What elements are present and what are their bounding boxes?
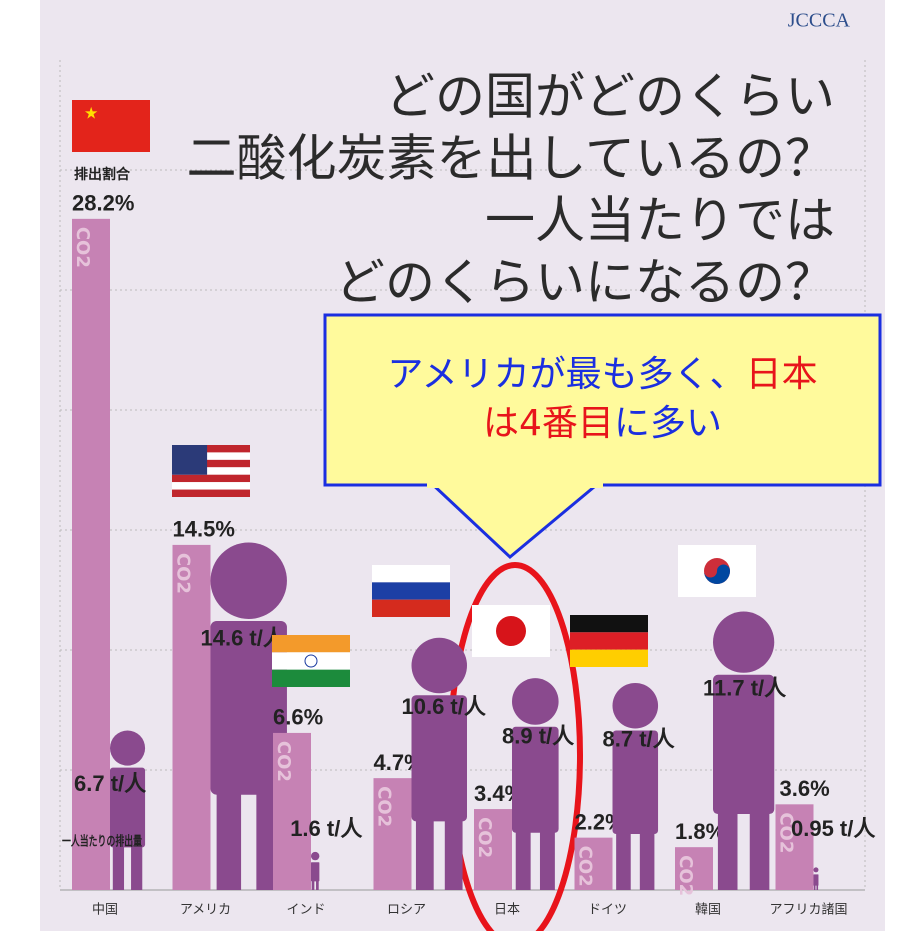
flag-part [372,565,450,582]
bar-text: CO2 [575,846,596,887]
person-leg [616,833,631,890]
bar [173,545,211,890]
bar-text: CO2 [675,855,696,896]
person-leg [718,813,738,890]
person-body [311,862,319,881]
person-leg [516,832,531,890]
callout-text: アメリカが最も多く、 [387,354,745,395]
callout-text: に多い [614,403,722,444]
flag-part [172,475,250,482]
person-leg [640,833,655,890]
value-label: 1.6 t/人 [290,816,362,841]
flag-part [272,670,350,687]
flag-part [570,632,648,649]
person-leg [816,885,818,890]
person-head [814,867,819,872]
page: JCCCA どの国がどのくらい二酸化炭素を出しているの？一人当たりではどのくらい… [0,0,902,931]
chart-title: どの国がどのくらい [385,68,835,126]
person-leg [316,880,319,890]
bar-text: CO2 [273,741,294,782]
flag [172,445,250,497]
x-tick-label: ロシア [387,903,426,918]
flag-part [172,445,207,475]
series-label: 排出割合 [74,166,131,183]
callout: アメリカが最も多く、日本 は4番目に多い [330,320,875,480]
value-label: 3.6% [780,776,830,801]
person-head [713,612,774,673]
person-head [613,683,659,729]
x-tick-label: アフリカ諸国 [769,902,847,918]
flag-part [496,616,526,646]
flag-part [372,600,450,617]
flag-part [172,490,250,497]
person-leg [540,832,555,890]
person-leg [416,820,434,890]
flag-part [570,615,648,632]
person-leg [750,813,770,890]
flag [272,635,350,687]
person-leg [113,846,124,890]
person-body [814,874,819,885]
chart-title: 二酸化炭素を出しているの？ [187,130,836,188]
bar-text: CO2 [474,817,495,858]
person-leg [814,885,816,890]
x-tick-label: 日本 [494,903,520,918]
chart-title: どのくらいになるの？ [335,254,835,312]
bar-text: CO2 [72,227,93,268]
value-label: 0.95 t/人 [791,816,875,841]
person-head [311,852,319,860]
series-label: 一人当たりの排出量 [62,834,142,850]
person-leg [312,880,315,890]
person-leg [131,846,142,890]
value-label: 8.7 t/人 [603,727,675,752]
logo: JCCCA [788,10,851,32]
flag-part [172,482,250,489]
person-leg [445,820,463,890]
flag-star: ★ [84,104,98,123]
flag-part [570,650,648,667]
callout-text: は4番目 [483,403,614,444]
flag-part [372,582,450,599]
x-tick-label: ドイツ [588,903,627,918]
chart-title: 一人当たりでは [485,192,835,250]
flag-part [272,635,350,652]
value-label: 6.7 t/人 [74,771,146,796]
person-head [211,543,287,619]
x-tick-label: 中国 [92,903,118,918]
x-tick-label: 韓国 [695,903,721,918]
bar-text: CO2 [374,786,395,827]
callout-text: 日本 [746,354,818,395]
flag [570,615,648,667]
callout-line: アメリカが最も多く、日本 [387,351,817,400]
x-tick-label: インド [286,903,325,918]
value-label: 10.6 t/人 [402,694,486,719]
flag: ★ [72,100,150,152]
callout-line: は4番目に多い [483,400,722,449]
flag [678,545,756,597]
value-label: 11.7 t/人 [703,675,786,700]
value-label: 1.8% [675,819,725,844]
person-head [412,638,468,694]
x-tick-label: アメリカ [180,903,231,918]
value-label: 6.6% [273,705,323,730]
flag [372,565,450,617]
value-label: 8.9 t/人 [502,723,574,748]
flag [472,605,550,657]
bar-text: CO2 [173,553,194,594]
person-leg [217,794,241,890]
value-label: 28.2% [72,191,134,216]
person-head [110,731,145,766]
person-head [512,678,559,725]
value-label: 14.5% [173,517,235,542]
